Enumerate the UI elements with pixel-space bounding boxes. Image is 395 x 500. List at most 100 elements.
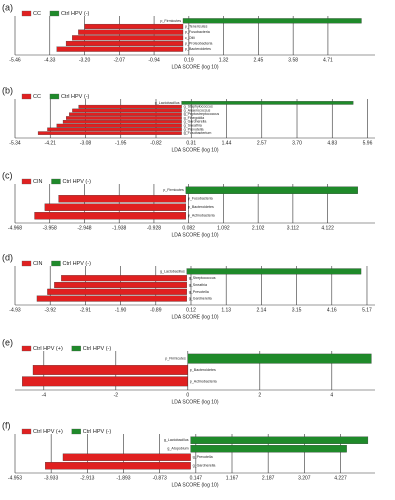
x-tick-label: 3.112 (287, 225, 299, 231)
legend-swatch (51, 178, 61, 185)
legend-swatch (21, 93, 32, 100)
x-tick-label: 0.147 (190, 475, 203, 481)
legend-swatch (21, 345, 32, 352)
legend-label: Ctrl HPV (-) (62, 179, 91, 185)
category-label: g_Lactobacillus (155, 101, 180, 105)
legend-swatch (21, 10, 32, 17)
bar (69, 112, 182, 116)
x-tick-label: -0.89 (150, 307, 162, 313)
bar (84, 23, 184, 30)
legend-label: CIN (33, 179, 43, 185)
bar (61, 275, 187, 282)
bar (185, 186, 358, 194)
bar (56, 46, 184, 52)
x-tick-label: 4.83 (327, 140, 337, 146)
bar (190, 436, 369, 444)
x-tick-label: 2.14 (257, 307, 267, 313)
x-tick-label: 0.31 (186, 140, 196, 146)
category-label: g_Staphylococcus (184, 105, 213, 109)
category-label: p_Firmicutes (160, 19, 181, 23)
bar (47, 127, 182, 132)
x-tick-label: -5.46 (9, 57, 21, 63)
panel-label: (a) (2, 2, 13, 12)
x-tick-label: -3.933 (44, 475, 58, 481)
panel-label: (d) (2, 252, 13, 262)
bar (22, 376, 188, 387)
x-tick-label: 4.16 (327, 307, 337, 313)
x-tick-label: -3.08 (80, 140, 92, 146)
bar (72, 35, 184, 41)
category-label: p_Actinobacteria (190, 379, 217, 383)
x-tick-label: -4 (42, 392, 47, 398)
bar (37, 131, 182, 135)
category-label: p_Proteobacteria (185, 41, 212, 45)
bar (186, 268, 362, 275)
x-tick-label: -4.968 (8, 225, 22, 231)
bar (181, 101, 354, 105)
bar (44, 203, 187, 211)
x-axis-title: LDA SCORE (log 10) (172, 147, 219, 153)
category-label: p_Fusobacteria (185, 30, 210, 34)
bar (65, 40, 184, 47)
x-tick-label: 3.15 (292, 307, 302, 313)
x-tick-label: 2.187 (262, 475, 275, 481)
legend-swatch (21, 260, 32, 267)
panel-label: (c) (2, 170, 13, 180)
x-tick-label: -3.958 (43, 225, 57, 231)
x-tick-label: 2 (258, 392, 261, 398)
legend-label: CIN (33, 261, 43, 267)
x-tick-label: 0.12 (186, 307, 196, 313)
legend-swatch (21, 178, 32, 185)
x-axis-title: LDA SCORE (log 10) (172, 399, 219, 405)
x-tick-label: 5.96 (363, 140, 373, 146)
category-label: g_Gardnerella (193, 464, 216, 468)
x-tick-label: -0.94 (148, 57, 160, 63)
x-tick-label: -1.90 (115, 307, 127, 313)
x-tick-label: 4.71 (323, 57, 333, 63)
x-tick-label: 1.13 (221, 307, 231, 313)
legend-label: CC (33, 94, 41, 100)
category-label: g_Finegoldia (184, 116, 205, 120)
bar (34, 212, 187, 220)
legend-swatch (51, 260, 61, 267)
bar (47, 288, 187, 295)
x-tick-label: 3.207 (298, 475, 311, 481)
x-tick-label: 4.227 (334, 475, 347, 481)
legend-swatch (49, 93, 60, 100)
bar (62, 453, 191, 461)
category-label: p_Bacteroidetes (188, 205, 214, 209)
category-label: g_Streptococcus (189, 276, 216, 280)
x-tick-label: 1.092 (217, 225, 230, 231)
x-tick-label: -0.928 (147, 225, 161, 231)
bar (187, 353, 372, 364)
category-label: g_Gardnerella (184, 120, 207, 124)
bar (78, 104, 182, 109)
bar (58, 195, 187, 203)
x-tick-label: -5.34 (9, 140, 21, 146)
category-label: p_Actinobacteria (188, 214, 215, 218)
legend-label: Ctrl HPV (-) (62, 261, 91, 267)
legend-label: Ctrl HPV (-) (83, 346, 112, 352)
x-tick-label: -4.93 (9, 307, 21, 313)
category-label: g_Lactobacillus (160, 269, 185, 273)
bar (62, 120, 182, 124)
panel-label: (f) (2, 420, 11, 430)
category-label: g_Atopobium (167, 447, 188, 451)
category-label: g_Gardnerella (189, 297, 212, 301)
category-label: g_Peptostreptococcus (184, 112, 220, 116)
x-tick-label: -0.873 (153, 475, 167, 481)
x-tick-label: 4.122 (321, 225, 334, 231)
x-tick-label: -2.91 (80, 307, 92, 313)
x-tick-label: -2.913 (80, 475, 94, 481)
legend-label: Ctrl HPV (-) (61, 94, 90, 100)
bar (182, 18, 362, 24)
bar (36, 295, 187, 302)
x-tick-label: 2.57 (257, 140, 267, 146)
category-label: p_Fusobacteria (188, 197, 213, 201)
x-tick-label: -4.953 (8, 475, 22, 481)
x-axis-title: LDA SCORE (log 10) (172, 232, 219, 238)
bar (32, 365, 188, 375)
x-tick-label: -0.82 (150, 140, 162, 146)
x-tick-label: 2.45 (254, 57, 264, 63)
